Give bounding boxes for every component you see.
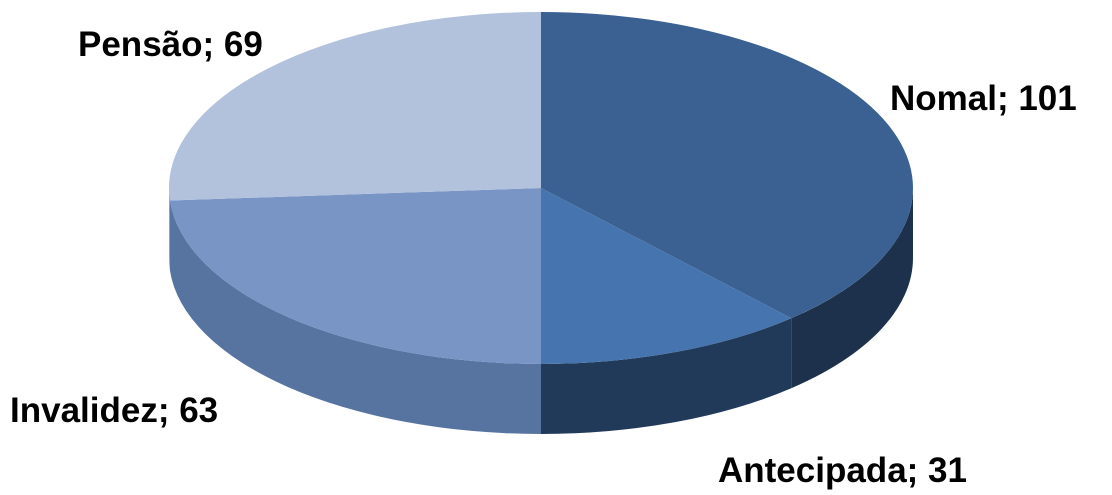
data-label-nomal: Nomal; 101 [890, 79, 1077, 118]
pie-side-pensao [169, 188, 170, 271]
data-label-antecipada: Antecipada; 31 [718, 451, 967, 490]
data-label-invalidez: Invalidez; 63 [10, 391, 218, 430]
pie-slices [169, 12, 913, 364]
data-label-pensao: Pensão; 69 [78, 25, 263, 64]
